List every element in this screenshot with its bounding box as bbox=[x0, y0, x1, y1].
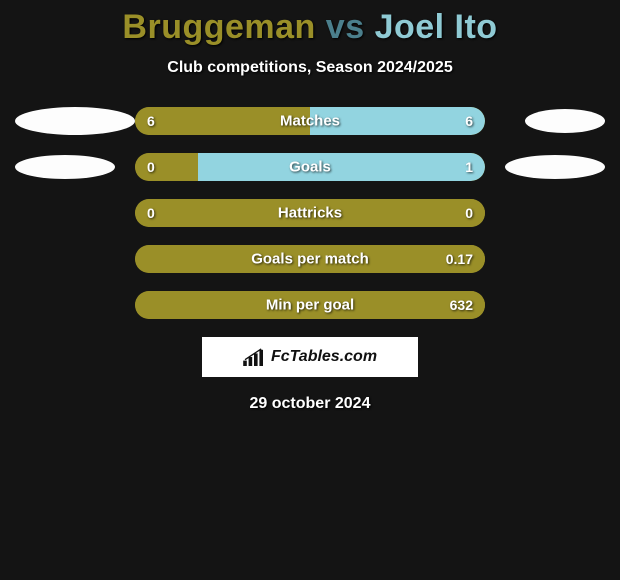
brand-text: FcTables.com bbox=[271, 348, 377, 366]
stat-bar: Min per goal 632 bbox=[135, 291, 485, 319]
left-marker bbox=[15, 199, 135, 227]
left-marker bbox=[15, 153, 135, 181]
bar-fill-right bbox=[198, 153, 485, 181]
stat-row: Goals per match 0.17 bbox=[0, 245, 620, 273]
stat-row: Min per goal 632 bbox=[0, 291, 620, 319]
stat-label: Matches bbox=[280, 113, 340, 130]
stat-label: Goals per match bbox=[251, 251, 369, 268]
ellipse-icon bbox=[15, 107, 135, 135]
stat-value-right: 0.17 bbox=[446, 251, 473, 267]
title-player2: Joel Ito bbox=[375, 8, 498, 46]
stat-bar: Goals 0 1 bbox=[135, 153, 485, 181]
stat-bar: Hattricks 0 0 bbox=[135, 199, 485, 227]
stat-value-left: 0 bbox=[147, 159, 155, 175]
stat-value-left: 0 bbox=[147, 205, 155, 221]
stat-label: Goals bbox=[289, 159, 331, 176]
left-marker bbox=[15, 291, 135, 319]
stat-value-left: 6 bbox=[147, 113, 155, 129]
left-marker bbox=[15, 107, 135, 135]
title-player1: Bruggeman bbox=[122, 8, 315, 46]
ellipse-icon bbox=[15, 155, 115, 179]
ellipse-icon bbox=[505, 155, 605, 179]
left-marker bbox=[15, 245, 135, 273]
stat-row: Matches 6 6 bbox=[0, 107, 620, 135]
stat-row: Hattricks 0 0 bbox=[0, 199, 620, 227]
stat-row: Goals 0 1 bbox=[0, 153, 620, 181]
bar-fill-left bbox=[135, 153, 198, 181]
stat-label: Min per goal bbox=[266, 297, 354, 314]
brand-box: FcTables.com bbox=[202, 337, 418, 377]
stat-label: Hattricks bbox=[278, 205, 342, 222]
stat-value-right: 1 bbox=[465, 159, 473, 175]
title-vs: vs bbox=[326, 8, 365, 46]
stat-value-right: 6 bbox=[465, 113, 473, 129]
stat-value-right: 632 bbox=[450, 297, 473, 313]
right-marker bbox=[485, 199, 605, 227]
stat-bar: Goals per match 0.17 bbox=[135, 245, 485, 273]
page-title: Bruggeman vs Joel Ito bbox=[0, 8, 620, 47]
right-marker bbox=[485, 291, 605, 319]
date-text: 29 october 2024 bbox=[0, 395, 620, 413]
ellipse-icon bbox=[525, 109, 605, 133]
right-marker bbox=[485, 245, 605, 273]
chart-icon bbox=[243, 348, 265, 366]
subtitle: Club competitions, Season 2024/2025 bbox=[0, 59, 620, 77]
stat-bar: Matches 6 6 bbox=[135, 107, 485, 135]
stats-rows: Matches 6 6 Goals 0 1 Hattricks 0 0 Goals per mat… bbox=[0, 107, 620, 319]
right-marker bbox=[485, 153, 605, 181]
comparison-card: Bruggeman vs Joel Ito Club competitions,… bbox=[0, 0, 620, 413]
stat-value-right: 0 bbox=[465, 205, 473, 221]
right-marker bbox=[485, 107, 605, 135]
